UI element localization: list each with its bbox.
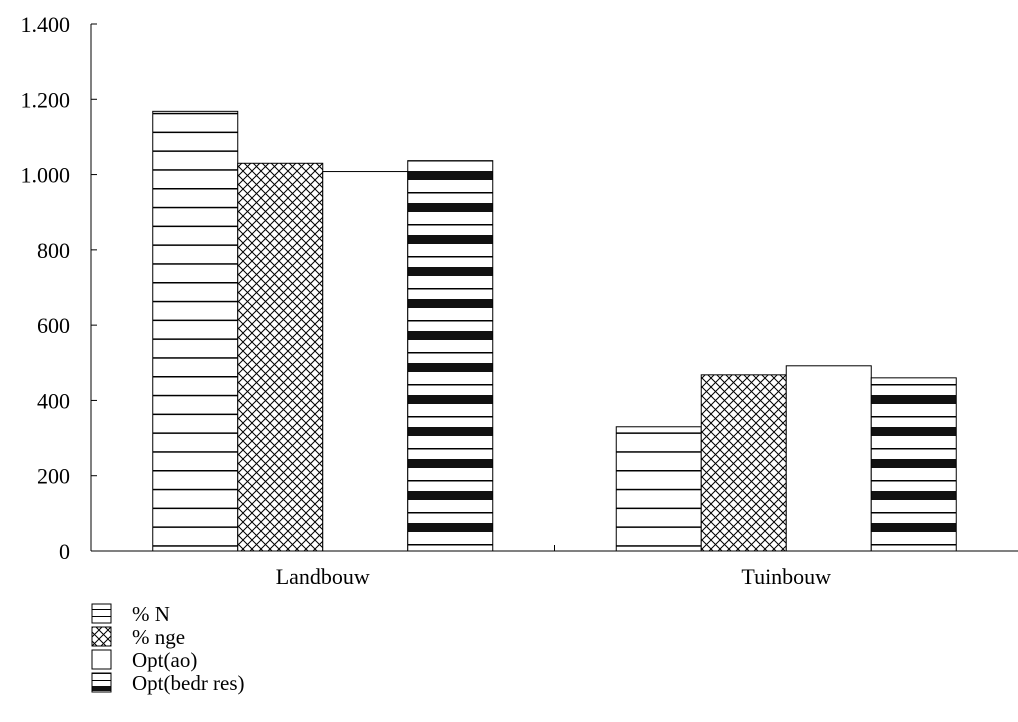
legend-label: % N (132, 602, 170, 626)
y-tick-label: 0 (59, 539, 70, 564)
y-tick-label: 200 (37, 464, 70, 489)
bar-opt-ao-tuinbouw (786, 366, 871, 551)
legend-label: Opt(bedr res) (132, 671, 245, 695)
y-tick-label: 1.200 (21, 87, 71, 112)
x-tick-label: Tuinbouw (741, 564, 831, 589)
y-tick-label: 400 (37, 388, 70, 413)
legend-label: % nge (132, 625, 185, 649)
legend-swatch (92, 627, 111, 646)
bar-opt-bedr-res-landbouw (408, 161, 493, 551)
bar-n-tuinbouw (616, 427, 701, 551)
bar-n-landbouw (153, 111, 238, 551)
legend-swatch (92, 673, 111, 692)
bars (153, 111, 957, 551)
bar-nge-tuinbouw (701, 375, 786, 551)
y-tick-label: 1.000 (21, 163, 71, 188)
legend-swatch (92, 604, 111, 623)
bar-opt-ao-landbouw (323, 172, 408, 551)
legend-label: Opt(ao) (132, 648, 197, 672)
bar-nge-landbouw (238, 163, 323, 551)
y-tick-label: 600 (37, 313, 70, 338)
legend-swatch (92, 650, 111, 669)
bar-opt-bedr-res-tuinbouw (871, 378, 956, 551)
y-tick-label: 1.400 (21, 12, 71, 37)
x-tick-label: Landbouw (276, 564, 370, 589)
y-tick-label: 800 (37, 238, 70, 263)
